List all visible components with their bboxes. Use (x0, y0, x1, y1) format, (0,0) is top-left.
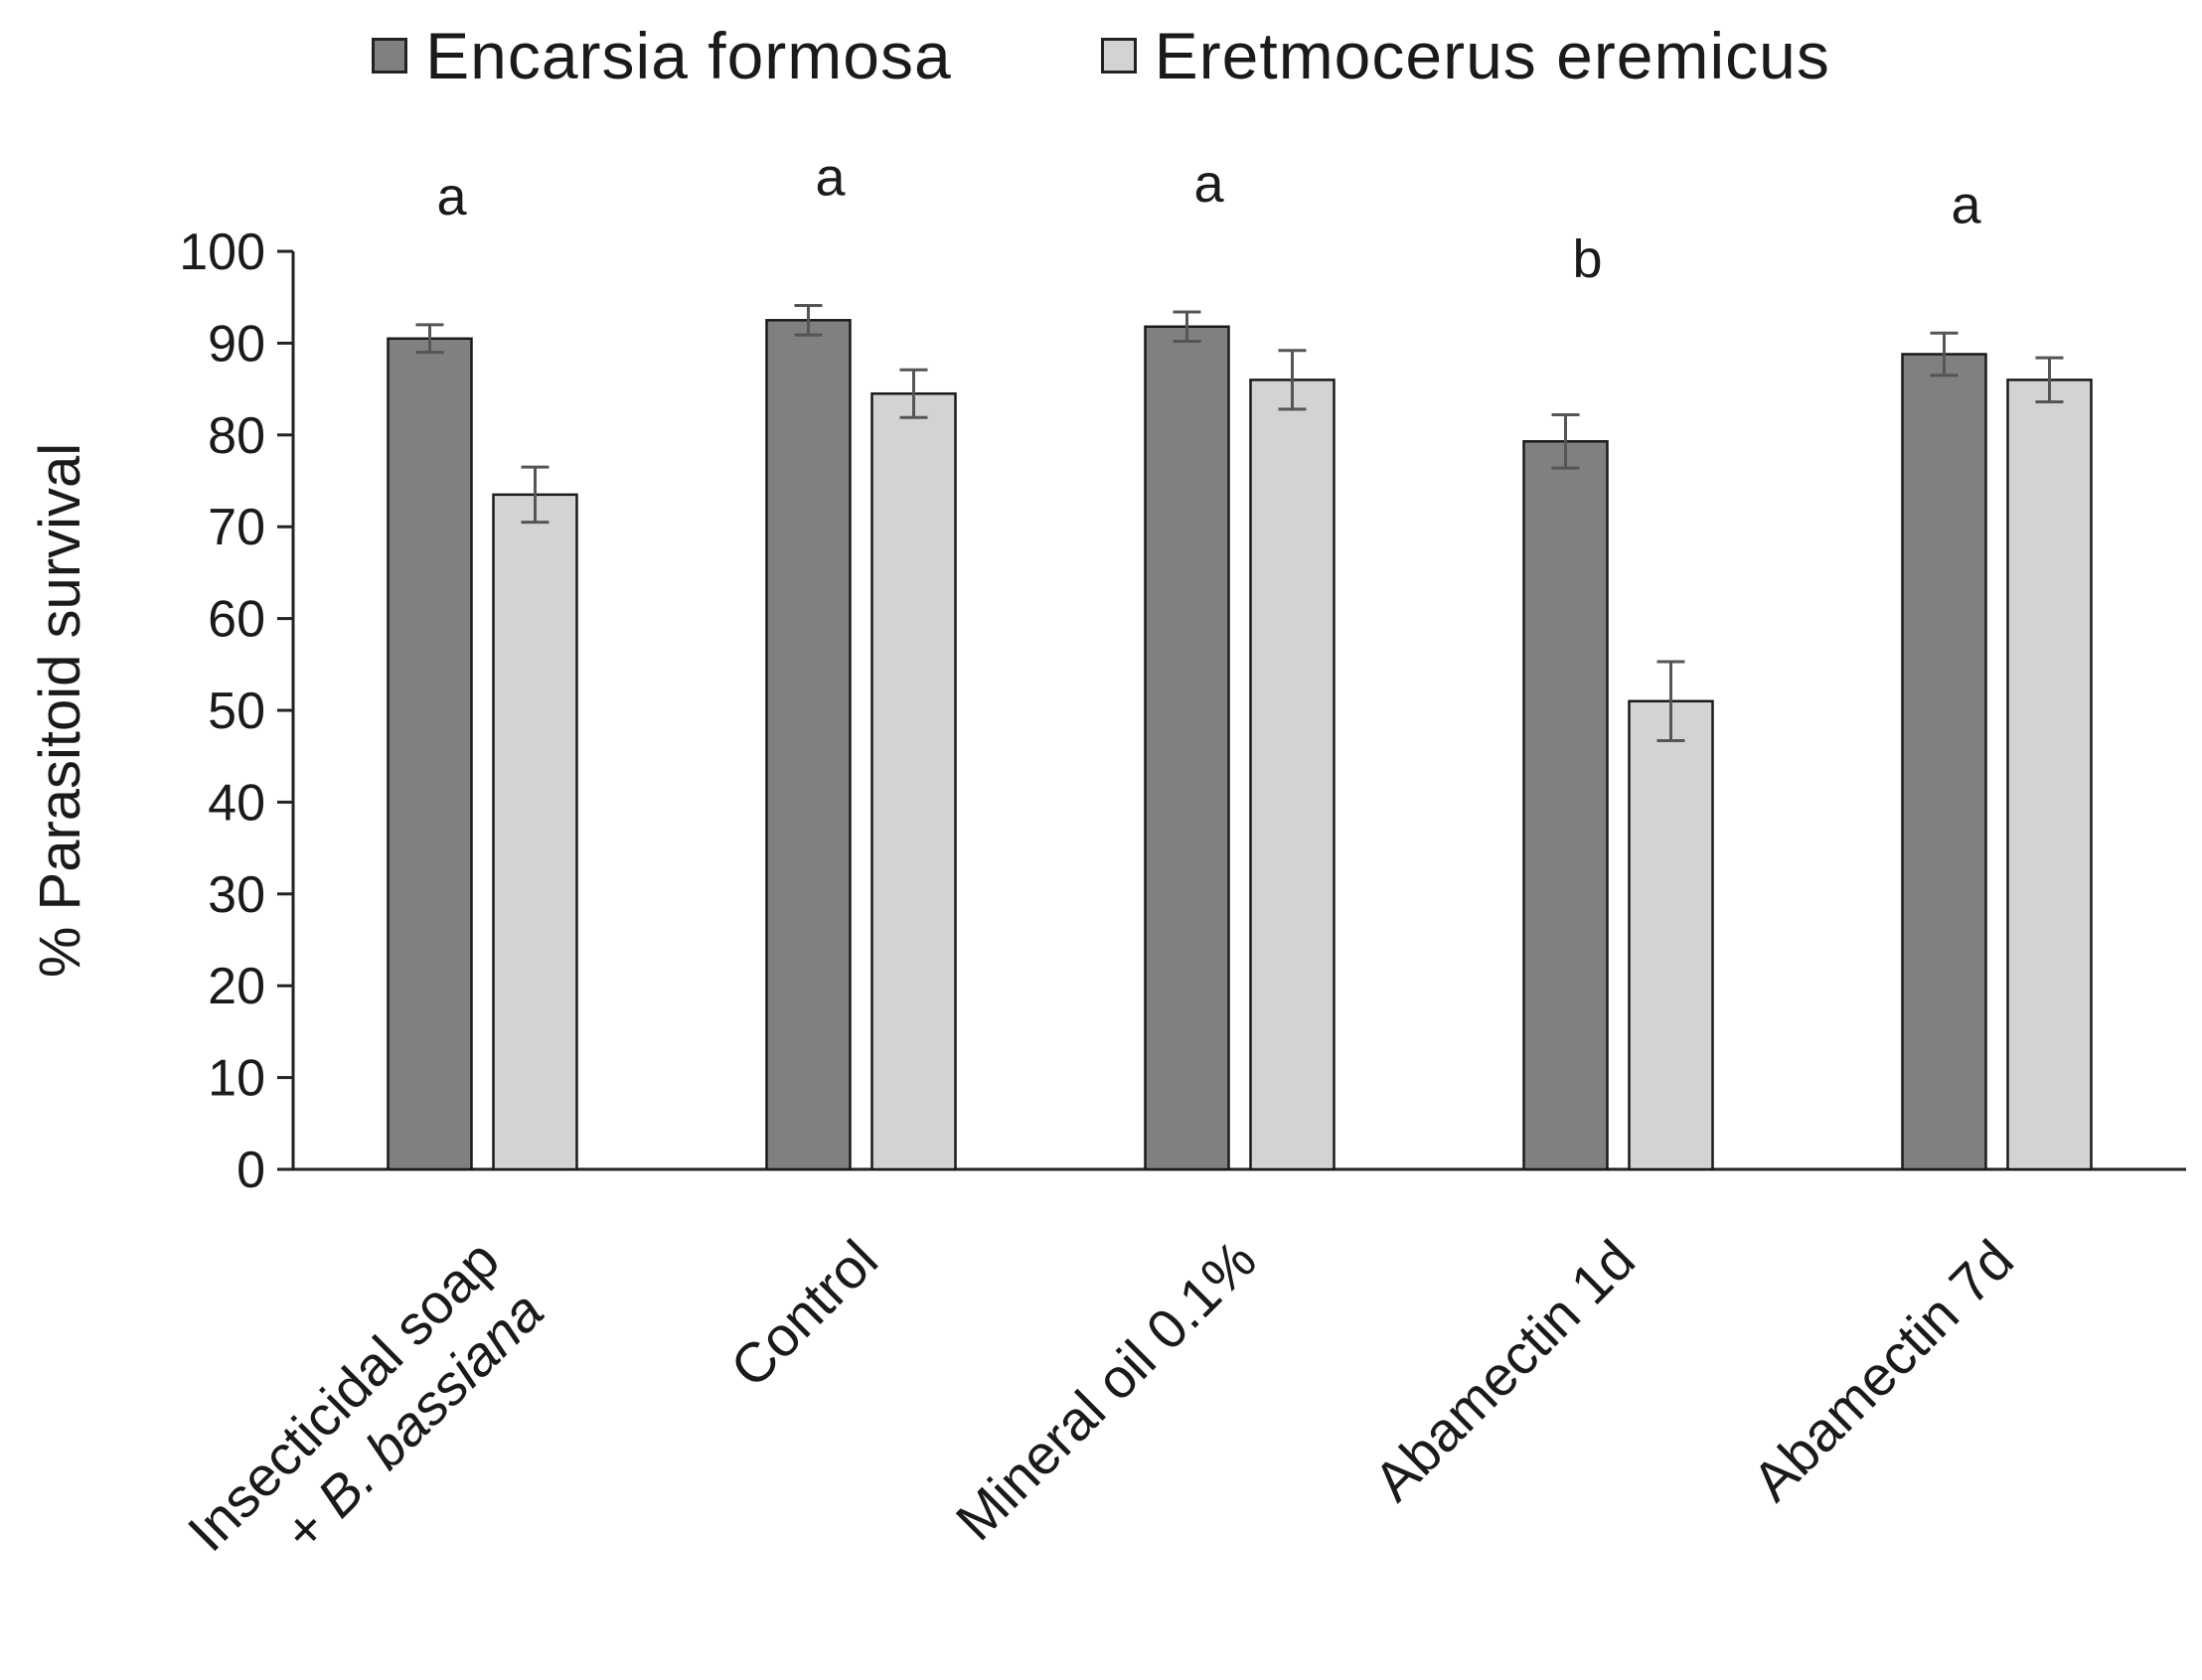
y-tick-label: 0 (236, 1142, 265, 1199)
bar-eretmocerus (870, 391, 957, 1171)
y-axis-label: % Parasitoid survival (28, 443, 92, 978)
category-label-line: Abamectin 1d (1361, 1228, 1647, 1513)
bar-encarsia (1901, 353, 1987, 1171)
y-tick-label: 30 (208, 866, 265, 924)
legend-swatch-encarsia (372, 38, 408, 74)
category-label: Mineral oil 0.1% (944, 1228, 1268, 1552)
category-label: Control (718, 1228, 889, 1399)
legend-item-encarsia: Encarsia formosa (372, 18, 952, 93)
bar-encarsia (765, 319, 852, 1171)
significance-letter: a (436, 167, 467, 227)
legend-label-eretmocerus: Eretmocerus eremicus (1154, 19, 1830, 92)
y-tick-label: 90 (208, 315, 265, 373)
category-label: Insecticidal soap+ B. bassiana (176, 1228, 555, 1563)
category-label: Abamectin 7d (1740, 1228, 2025, 1513)
significance-letter: b (1572, 229, 1602, 289)
legend: Encarsia formosa Eretmocerus eremicus (0, 18, 2202, 93)
significance-letter: a (1193, 154, 1224, 214)
significance-letter: a (815, 148, 846, 208)
bar-eretmocerus (1628, 699, 1714, 1171)
category-label-line: Mineral oil 0.1% (944, 1228, 1268, 1552)
significance-letter: a (1951, 175, 1981, 234)
y-tick-label: 20 (208, 958, 265, 1015)
category-label-line: Abamectin 7d (1740, 1228, 2025, 1513)
bar-eretmocerus (2006, 379, 2093, 1171)
category-label: Abamectin 1d (1361, 1228, 1647, 1513)
bar-encarsia (1144, 325, 1230, 1171)
y-tick-label: 50 (208, 683, 265, 740)
y-tick-label: 100 (179, 224, 265, 281)
legend-item-eretmocerus: Eretmocerus eremicus (1100, 18, 1830, 93)
y-tick-label: 80 (208, 407, 265, 465)
y-tick-label: 40 (208, 774, 265, 832)
bar-eretmocerus (492, 493, 578, 1171)
y-tick-label: 10 (208, 1050, 265, 1108)
bar-eretmocerus (1249, 379, 1336, 1171)
bar-encarsia (1522, 440, 1609, 1171)
legend-swatch-eretmocerus (1100, 38, 1137, 74)
y-tick-label: 70 (208, 499, 265, 556)
bar-encarsia (387, 337, 473, 1171)
legend-label-encarsia: Encarsia formosa (425, 19, 952, 92)
y-tick-label: 60 (208, 591, 265, 649)
category-label-line: Control (718, 1228, 889, 1399)
